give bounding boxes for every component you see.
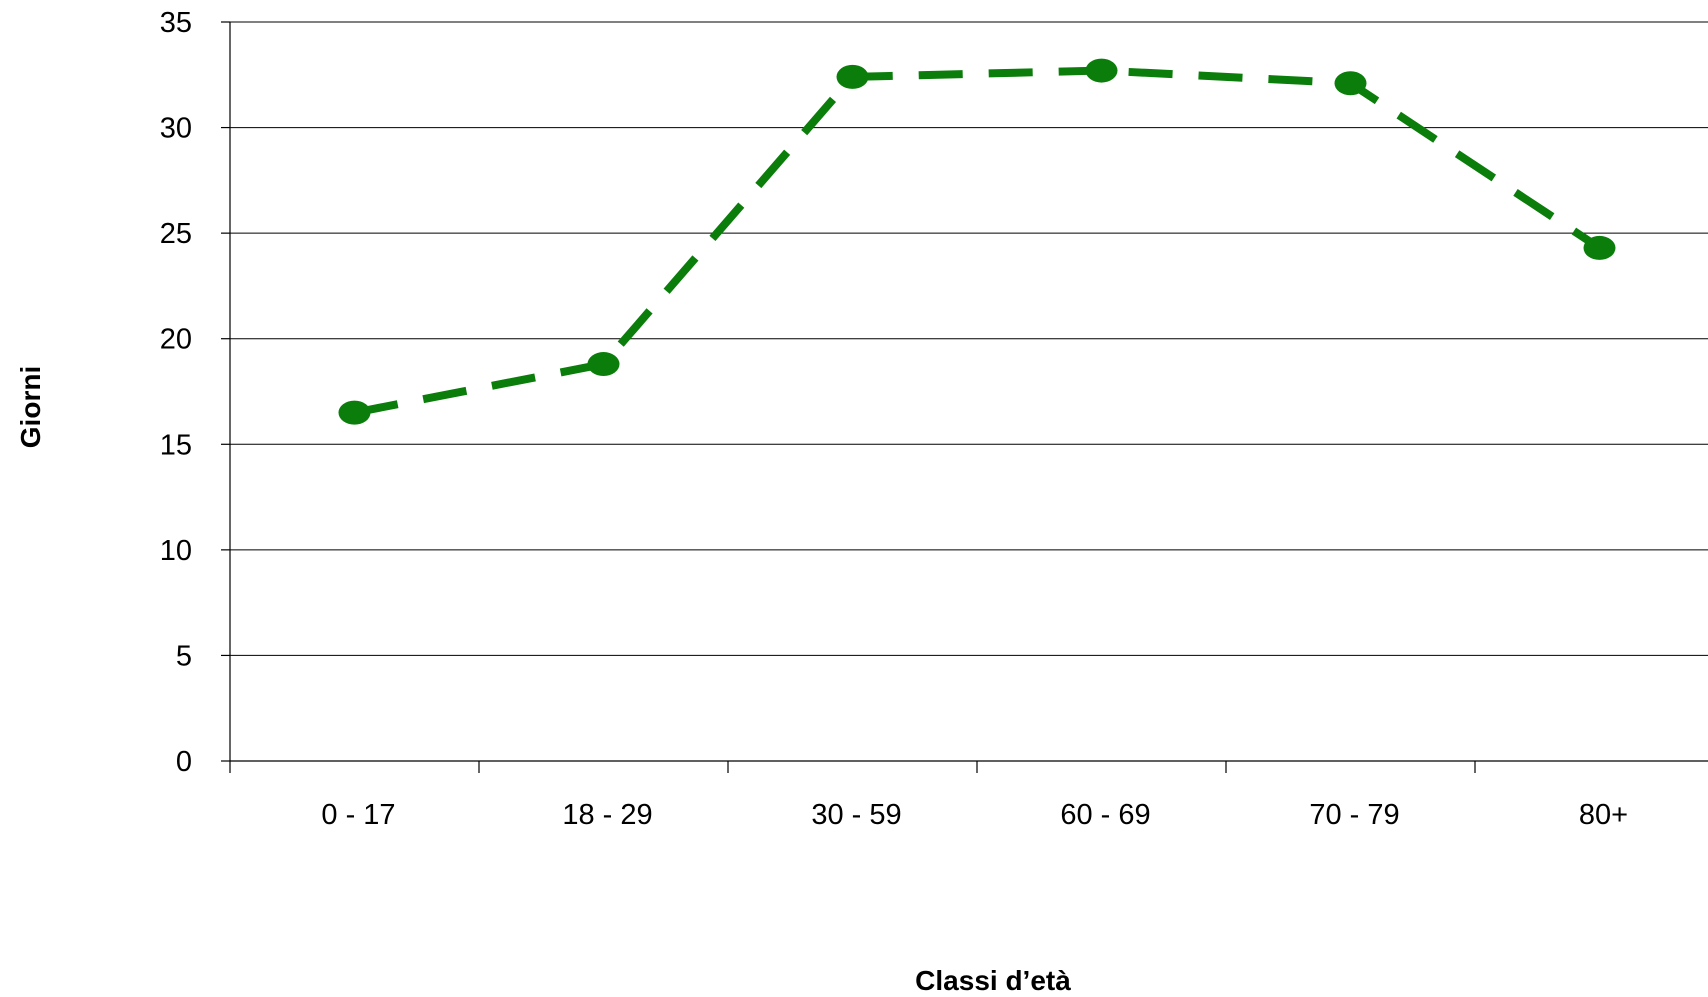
y-tick-label: 35 bbox=[160, 7, 192, 39]
y-tick-label: 10 bbox=[160, 535, 192, 567]
x-tick-label: 70 - 79 bbox=[1309, 799, 1399, 831]
data-point bbox=[1583, 235, 1616, 260]
x-tick-label: 30 - 59 bbox=[811, 799, 901, 831]
y-tick-label: 15 bbox=[160, 429, 192, 461]
data-point bbox=[587, 352, 620, 377]
series-layer bbox=[338, 58, 1616, 425]
x-tick-label: 60 - 69 bbox=[1060, 799, 1150, 831]
data-point bbox=[1085, 58, 1118, 83]
x-axis-title: Classi d’età bbox=[915, 965, 1071, 996]
x-tick-label: 80+ bbox=[1579, 799, 1628, 831]
data-point bbox=[338, 400, 371, 425]
x-axis-ticks: 0 - 17 18 - 29 30 - 59 60 - 69 70 - 79 80+ bbox=[229, 761, 1628, 831]
axes bbox=[229, 22, 1708, 762]
y-tick-label: 25 bbox=[160, 218, 192, 250]
data-point bbox=[836, 64, 869, 89]
y-axis-title: Giorni bbox=[15, 366, 46, 448]
data-point bbox=[1334, 71, 1367, 96]
gridlines bbox=[230, 21, 1708, 656]
y-tick-label: 30 bbox=[160, 113, 192, 145]
y-tick-label: 0 bbox=[176, 746, 192, 778]
x-tick-label: 18 - 29 bbox=[562, 799, 652, 831]
y-tick-label: 20 bbox=[160, 324, 192, 356]
y-axis-ticks: 0 5 10 15 20 25 30 35 bbox=[160, 7, 230, 778]
x-tick-label: 0 - 17 bbox=[321, 799, 395, 831]
series-line bbox=[353, 66, 1602, 417]
y-tick-label: 5 bbox=[176, 640, 192, 672]
